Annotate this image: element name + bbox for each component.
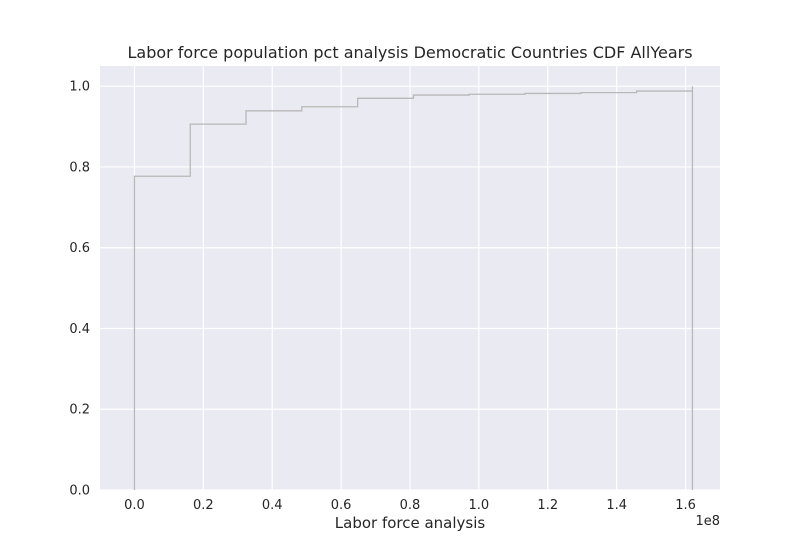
chart-title: Labor force population pct analysis Demo… [127, 43, 692, 62]
x-tick-label: 1.4 [606, 498, 627, 513]
y-tick-label: 0.2 [69, 403, 90, 418]
x-tick-label: 0.6 [331, 498, 352, 513]
x-tick-label: 0.4 [262, 498, 283, 513]
x-tick-label: 0.8 [400, 498, 421, 513]
y-tick-label: 0.8 [69, 160, 90, 175]
x-tick-label: 1.2 [537, 498, 558, 513]
x-tick-label: 1.6 [675, 498, 696, 513]
y-tick-label: 1.0 [69, 80, 90, 95]
grid-lines [100, 66, 720, 491]
x-tick-label: 1.0 [469, 498, 490, 513]
cdf-step-line [133, 86, 694, 490]
y-tick-label: 0.6 [69, 241, 90, 256]
y-tick-label: 0.4 [69, 322, 90, 337]
x-tick-label: 0.0 [124, 498, 145, 513]
x-axis-offset-text: 1e8 [695, 514, 720, 529]
y-tick-labels: 0.0 0.2 0.4 0.6 0.8 1.0 [69, 80, 90, 499]
cdf-series [133, 86, 694, 490]
x-tick-label: 0.2 [193, 498, 214, 513]
x-axis-label: Labor force analysis [335, 514, 486, 532]
y-tick-label: 0.0 [69, 484, 90, 499]
x-tick-labels: 0.0 0.2 0.4 0.6 0.8 1.0 1.2 1.4 1.6 [124, 498, 696, 513]
